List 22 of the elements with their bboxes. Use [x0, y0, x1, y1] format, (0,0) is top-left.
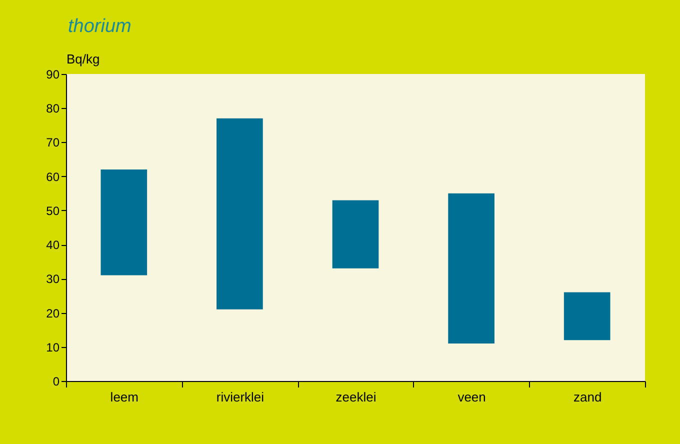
- bar: [448, 193, 494, 344]
- y-tick-label: 30: [46, 272, 60, 286]
- y-tick-label: 50: [46, 204, 60, 218]
- y-tick-label: 0: [52, 374, 60, 388]
- bar: [216, 118, 263, 310]
- bar: [564, 292, 610, 340]
- y-tick-label: 60: [46, 170, 60, 184]
- x-tick-label: zand: [574, 390, 602, 404]
- x-tick-label: zeeklei: [336, 390, 376, 404]
- y-tick-label: 90: [46, 68, 60, 82]
- y-tick-label: 80: [46, 102, 60, 116]
- y-tick-label: 10: [46, 340, 60, 354]
- bar: [100, 170, 148, 276]
- x-tick-label: veen: [458, 390, 486, 404]
- y-tick-label: 40: [46, 238, 60, 252]
- y-tick-label: 20: [46, 306, 60, 320]
- y-axis-title: Bq/kg: [66, 52, 100, 66]
- x-tick-label: leem: [110, 390, 138, 404]
- bar: [332, 200, 379, 268]
- x-tick-label: rivierklei: [216, 390, 264, 404]
- y-tick-label: 70: [46, 136, 60, 150]
- chart-title: thorium: [68, 16, 132, 37]
